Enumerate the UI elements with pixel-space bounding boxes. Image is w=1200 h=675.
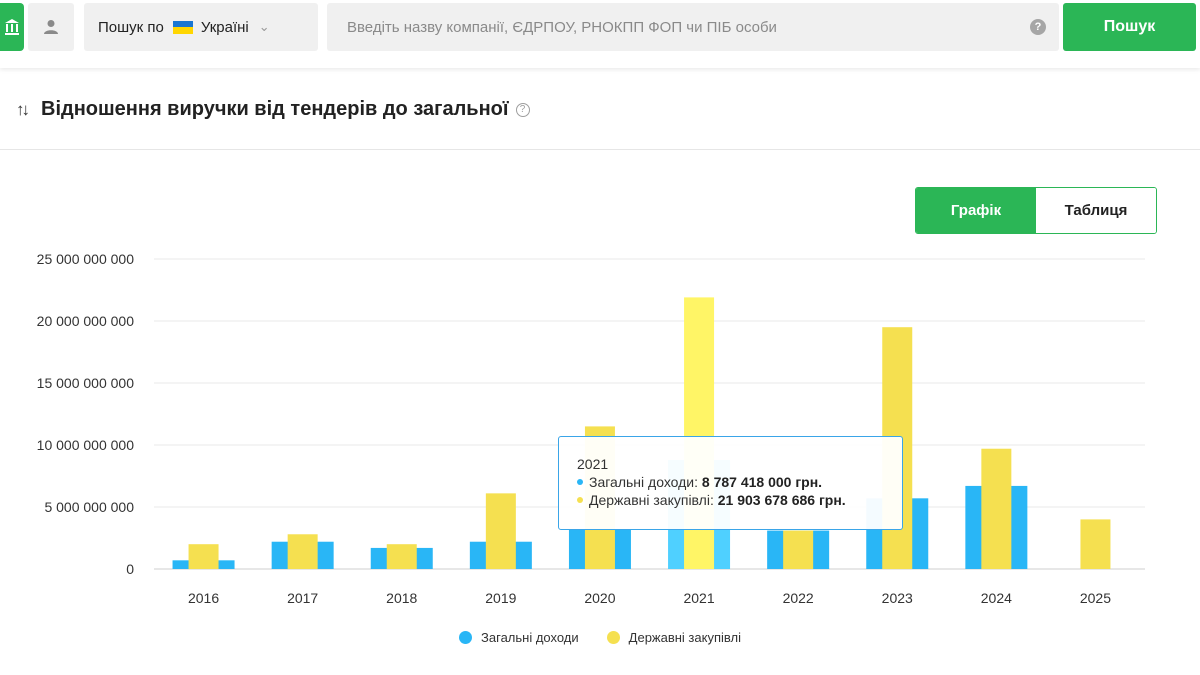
legend-item-income[interactable]: Загальні доходи [459, 630, 579, 645]
bar-procurement [287, 534, 318, 569]
x-tick-label: 2023 [882, 590, 913, 606]
chevron-down-icon: ⌄ [258, 19, 270, 34]
tooltip-line-procurement: Державні закупівлі: 21 903 678 686 грн. [577, 491, 902, 509]
y-tick-label: 25 000 000 000 [37, 251, 135, 267]
chart-legend: Загальні доходи Державні закупівлі [0, 630, 1200, 645]
region-prefix: Пошук по [98, 18, 164, 36]
legend-income-dot [459, 631, 473, 644]
tooltip-year: 2021 [577, 456, 609, 472]
tooltip-income-label: Загальні доходи: [589, 474, 699, 490]
bar-procurement [1080, 519, 1111, 569]
bar-procurement [783, 530, 814, 569]
x-tick-label: 2022 [783, 590, 814, 606]
tooltip-income-value: 8 787 418 000 грн. [701, 474, 823, 490]
chart-view-button[interactable]: Графік [916, 188, 1036, 233]
x-tick-label: 2017 [287, 590, 318, 606]
y-tick-label: 5 000 000 000 [44, 499, 134, 515]
bar-procurement [485, 493, 516, 569]
region-name: Україні [200, 18, 249, 36]
x-tick-label: 2025 [1080, 590, 1111, 606]
x-tick-label: 2016 [188, 590, 219, 606]
section-title: Відношення виручки від тендерів до загал… [41, 98, 509, 120]
y-tick-label: 0 [126, 561, 134, 577]
bar-procurement [386, 544, 417, 569]
sort-arrows-icon[interactable]: ↑↓ [16, 99, 30, 119]
table-view-button[interactable]: Таблиця [1036, 188, 1156, 233]
search-input[interactable] [327, 3, 1059, 51]
x-tick-label: 2024 [981, 590, 1012, 606]
view-toggle: Графік Таблиця [915, 187, 1157, 234]
help-icon[interactable]: ? [1030, 19, 1046, 35]
chart-tooltip: 2021 Загальні доходи: 8 787 418 000 грн.… [558, 436, 903, 530]
y-tick-label: 20 000 000 000 [37, 313, 135, 329]
revenue-bar-chart: 0 5 000 000 000 10 000 000 000 15 000 000 0… [37, 251, 1145, 606]
ukraine-flag-icon [172, 20, 193, 34]
region-select[interactable]: Пошук по Україні ⌄ [84, 3, 318, 51]
legend-income-label: Загальні доходи [481, 630, 579, 645]
tooltip-procurement-label: Державні закупівлі: [589, 492, 714, 508]
section-header: ↑↓ Відношення виручки від тендерів до за… [0, 70, 1200, 150]
top-search-bar: Пошук по Україні ⌄ ? Пошук [0, 0, 1200, 68]
tooltip-line-income: Загальні доходи: 8 787 418 000 грн. [577, 473, 902, 491]
tooltip-procurement-value: 21 903 678 686 грн. [717, 492, 846, 508]
bank-icon [5, 19, 19, 35]
bar-procurement [188, 544, 219, 569]
x-tick-label: 2020 [584, 590, 615, 606]
user-button[interactable] [28, 3, 74, 51]
y-tick-label: 10 000 000 000 [37, 437, 135, 453]
bar-procurement [981, 448, 1012, 569]
user-icon [44, 20, 58, 34]
info-icon[interactable]: ? [515, 102, 530, 117]
home-button[interactable] [0, 3, 24, 51]
legend-item-procurement[interactable]: Державні закупівлі [606, 630, 741, 645]
search-button[interactable]: Пошук [1063, 3, 1196, 51]
tooltip-income-dot [577, 479, 583, 485]
legend-procurement-label: Державні закупівлі [628, 630, 741, 645]
y-tick-label: 15 000 000 000 [37, 375, 135, 391]
legend-procurement-dot [606, 631, 620, 644]
x-tick-label: 2021 [683, 590, 714, 606]
x-tick-label: 2018 [386, 590, 417, 606]
tooltip-procurement-dot [577, 497, 583, 503]
x-tick-label: 2019 [485, 590, 516, 606]
